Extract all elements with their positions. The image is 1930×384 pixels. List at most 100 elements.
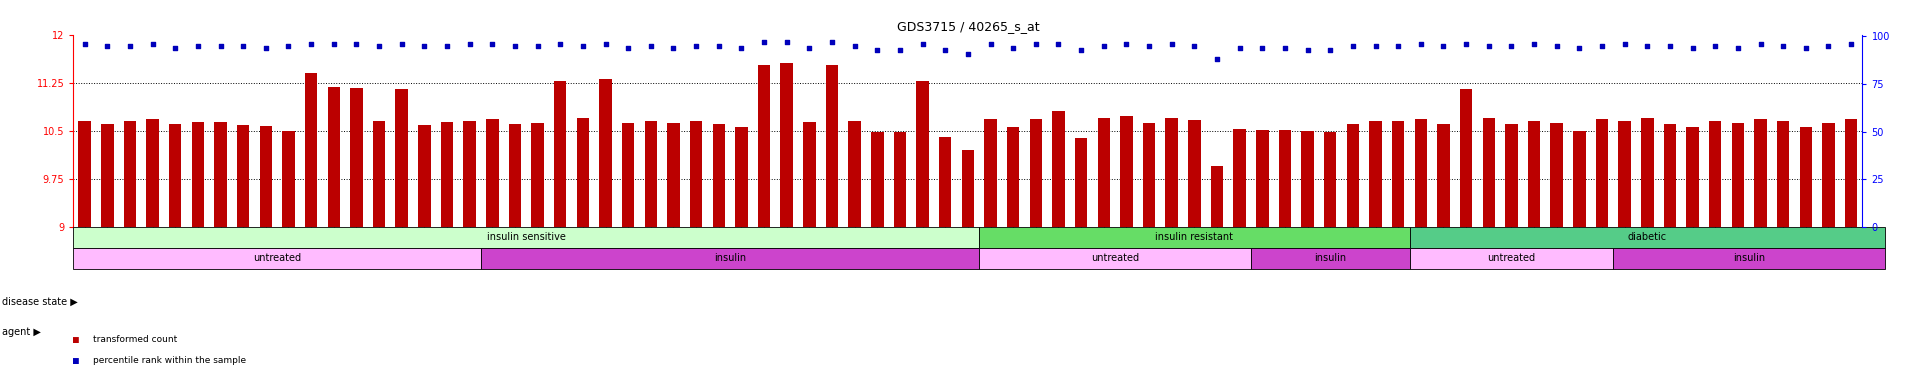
Bar — [1409, 248, 1613, 269]
Bar — [73, 248, 481, 269]
Point — [793, 45, 824, 51]
Bar — [1613, 248, 1886, 269]
Point — [544, 41, 575, 47]
Bar — [1075, 138, 1087, 384]
Point — [1065, 47, 1096, 53]
Bar — [531, 123, 544, 384]
Point — [1042, 41, 1073, 47]
Bar — [1166, 118, 1177, 384]
Point — [114, 43, 145, 49]
Bar — [1409, 227, 1886, 248]
Bar — [577, 118, 589, 384]
Bar — [780, 63, 793, 384]
Bar — [961, 150, 975, 384]
Bar — [1505, 124, 1517, 384]
Text: untreated: untreated — [253, 253, 301, 263]
Bar — [1098, 118, 1110, 384]
Point — [840, 43, 870, 49]
Bar — [979, 227, 1409, 248]
Point — [318, 41, 349, 47]
Bar — [1324, 132, 1336, 384]
Point — [1700, 43, 1731, 49]
Bar — [803, 122, 816, 384]
Bar — [1619, 121, 1631, 384]
Point — [1586, 43, 1617, 49]
Point — [1133, 43, 1164, 49]
Bar — [305, 73, 317, 384]
Point — [205, 43, 235, 49]
Text: diabetic: diabetic — [1627, 232, 1668, 242]
Point — [1542, 43, 1573, 49]
Point — [1812, 43, 1843, 49]
Point — [1654, 43, 1685, 49]
Bar — [1731, 123, 1745, 384]
Point — [953, 51, 984, 57]
Bar — [1233, 129, 1247, 384]
Point — [567, 43, 598, 49]
Bar — [396, 89, 407, 384]
Point — [612, 45, 643, 51]
Bar — [328, 87, 340, 384]
Point — [1610, 41, 1640, 47]
Bar — [419, 126, 430, 384]
Bar — [668, 123, 679, 384]
Bar — [1710, 121, 1722, 384]
Bar — [73, 227, 979, 248]
Bar — [79, 121, 91, 384]
Bar — [554, 81, 567, 384]
Text: untreated: untreated — [1090, 253, 1139, 263]
Bar — [917, 81, 928, 384]
Bar — [1482, 118, 1496, 384]
Point — [69, 41, 100, 47]
Bar — [1573, 131, 1586, 384]
Bar — [826, 65, 838, 384]
Point — [93, 43, 124, 49]
Bar — [870, 132, 884, 384]
Bar — [979, 248, 1251, 269]
Point — [500, 43, 531, 49]
Bar — [758, 65, 770, 384]
Bar — [645, 121, 656, 384]
Bar — [237, 126, 249, 384]
Point — [1563, 45, 1594, 51]
Text: agent ▶: agent ▶ — [2, 327, 41, 337]
Text: disease state ▶: disease state ▶ — [2, 296, 77, 306]
Bar — [124, 121, 137, 384]
Point — [1112, 41, 1143, 47]
Point — [658, 45, 689, 51]
Text: insulin sensitive: insulin sensitive — [486, 232, 565, 242]
Bar — [894, 132, 907, 384]
Bar — [1210, 166, 1224, 384]
Bar — [984, 119, 996, 384]
Point — [1361, 43, 1392, 49]
Point — [228, 43, 259, 49]
Point — [1314, 47, 1345, 53]
Bar — [1664, 124, 1675, 384]
Point — [386, 41, 417, 47]
Point — [363, 43, 394, 49]
Bar — [170, 124, 181, 384]
Bar — [510, 124, 521, 384]
Point — [137, 41, 168, 47]
Bar — [940, 137, 951, 384]
Point — [1633, 43, 1664, 49]
Point — [703, 43, 733, 49]
Bar — [463, 121, 477, 384]
Bar — [147, 119, 158, 384]
Point — [160, 45, 191, 51]
Text: insulin: insulin — [714, 253, 747, 263]
Point — [1677, 45, 1708, 51]
Bar — [1392, 121, 1405, 384]
Bar — [100, 124, 114, 384]
Point — [1293, 47, 1324, 53]
Bar — [1415, 119, 1426, 384]
Bar — [1301, 131, 1314, 384]
Text: insulin: insulin — [1314, 253, 1347, 263]
Bar — [1799, 127, 1812, 384]
Point — [295, 41, 326, 47]
Point — [477, 41, 508, 47]
Text: ■: ■ — [73, 356, 79, 366]
Bar — [1438, 124, 1449, 384]
Bar — [1596, 119, 1608, 384]
Point — [1089, 43, 1119, 49]
